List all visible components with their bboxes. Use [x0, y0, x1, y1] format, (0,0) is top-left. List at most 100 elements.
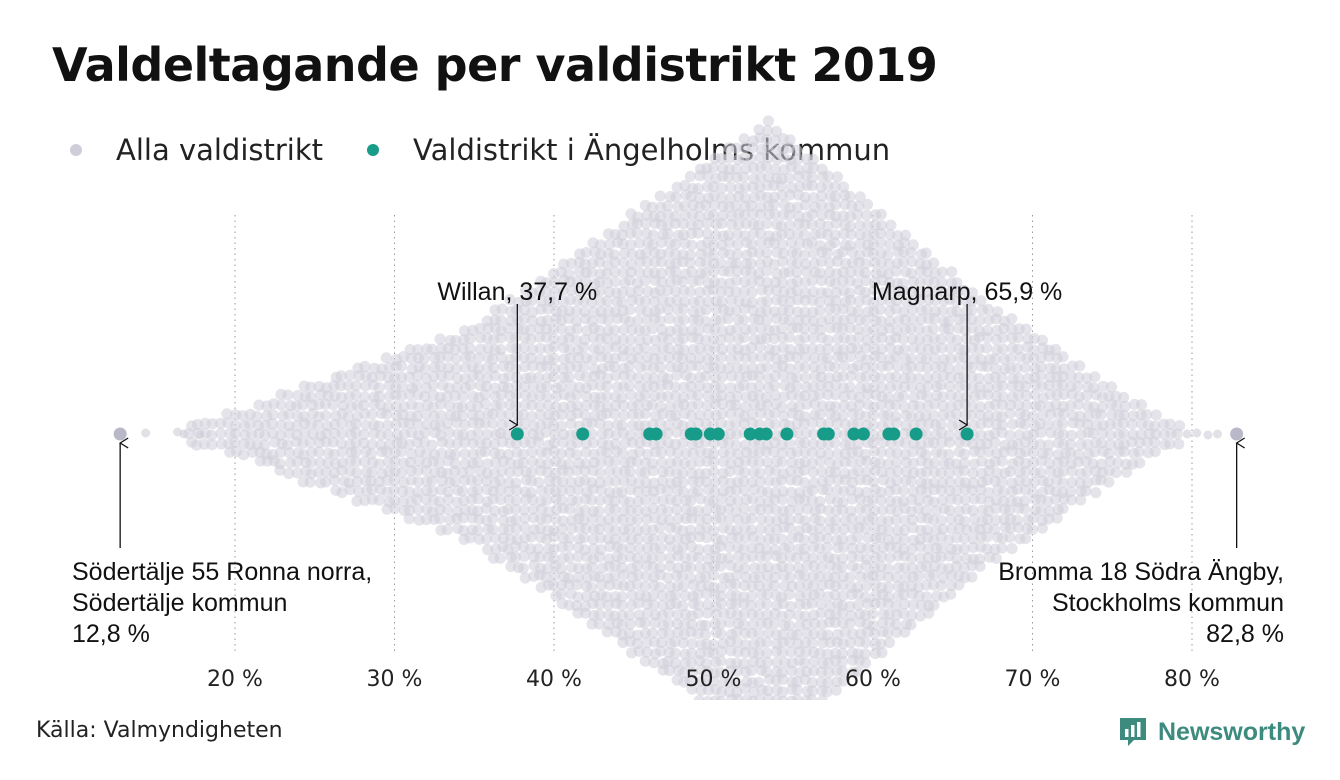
district-point [639, 494, 652, 506]
district-point [496, 303, 508, 315]
district-point [625, 389, 637, 401]
district-point [694, 192, 706, 204]
district-point [685, 380, 697, 392]
district-point [534, 551, 546, 563]
angelholm-district-point [759, 427, 773, 441]
district-point [457, 391, 469, 403]
district-point [693, 552, 705, 564]
x-axis-ticks: 20 % 30 % 40 % 50 % 60 % 70 % 80 % [207, 667, 1220, 692]
annotation-label: Willan, 37,7 % [437, 278, 597, 306]
district-point [996, 380, 1008, 392]
district-point [412, 418, 424, 430]
district-point [534, 400, 546, 412]
district-point [230, 428, 242, 440]
district-point [419, 363, 431, 375]
district-point [320, 476, 332, 488]
district-point [655, 352, 667, 364]
district-point [494, 552, 506, 564]
district-point [412, 464, 424, 477]
district-point [753, 628, 765, 640]
district-point [512, 465, 524, 477]
district-point [366, 466, 378, 478]
district-point [610, 475, 622, 487]
district-point [662, 228, 674, 240]
district-point [679, 200, 691, 212]
district-point [624, 542, 636, 554]
district-point [563, 458, 575, 470]
district-point [525, 333, 537, 345]
district-point [206, 439, 218, 451]
extreme-district-point [113, 427, 127, 441]
district-point [441, 524, 453, 536]
district-point [472, 493, 484, 505]
district-point [844, 190, 856, 203]
district-point [1134, 457, 1146, 469]
swarm-all-districts [113, 115, 1244, 700]
district-point [540, 426, 552, 438]
district-point [456, 401, 468, 413]
district-point [694, 295, 706, 307]
district-point [677, 486, 689, 498]
district-point [791, 380, 803, 392]
district-point [656, 276, 668, 288]
district-point [267, 409, 279, 421]
district-point [654, 542, 667, 554]
district-point [411, 493, 423, 505]
district-point [518, 341, 530, 354]
district-point [449, 475, 461, 487]
district-point [685, 372, 697, 384]
district-point [616, 229, 628, 241]
angelholm-district-point [711, 427, 725, 441]
district-point [464, 465, 476, 477]
district-point [830, 684, 842, 696]
district-point [632, 398, 644, 411]
district-point [472, 505, 484, 517]
district-point [495, 389, 507, 401]
district-point [692, 219, 704, 231]
district-point [395, 445, 407, 458]
district-point [579, 465, 591, 477]
district-point [548, 543, 560, 555]
district-point [434, 333, 446, 345]
district-point [609, 503, 621, 515]
district-point [389, 494, 401, 506]
district-point [677, 637, 689, 649]
district-point [517, 457, 529, 469]
district-point [519, 572, 531, 584]
district-point [526, 411, 538, 423]
district-point [586, 297, 598, 309]
district-point [700, 304, 712, 316]
district-point [350, 389, 362, 401]
district-point [563, 541, 575, 553]
district-point [610, 400, 622, 412]
district-point [1019, 533, 1032, 545]
district-point [1006, 543, 1018, 555]
district-point [221, 408, 233, 420]
district-point [647, 502, 659, 514]
district-point [388, 484, 400, 496]
district-point [663, 628, 675, 640]
district-point [639, 342, 651, 354]
district-point [844, 617, 856, 629]
district-point [556, 484, 568, 496]
district-point [580, 399, 592, 412]
district-point [297, 399, 309, 411]
district-point [351, 475, 363, 487]
district-point [472, 484, 484, 496]
district-point [366, 483, 378, 495]
district-point [283, 408, 295, 420]
district-point [412, 503, 424, 516]
district-point [783, 541, 795, 553]
district-point [692, 183, 704, 195]
district-point [639, 408, 651, 420]
district-point [550, 401, 562, 413]
district-point [327, 399, 339, 411]
district-point [609, 524, 621, 536]
district-point [646, 552, 658, 564]
district-point [510, 495, 523, 507]
district-point [686, 266, 698, 278]
district-point [601, 332, 613, 344]
district-point [532, 372, 545, 384]
district-point [328, 474, 340, 486]
district-point [632, 315, 644, 327]
